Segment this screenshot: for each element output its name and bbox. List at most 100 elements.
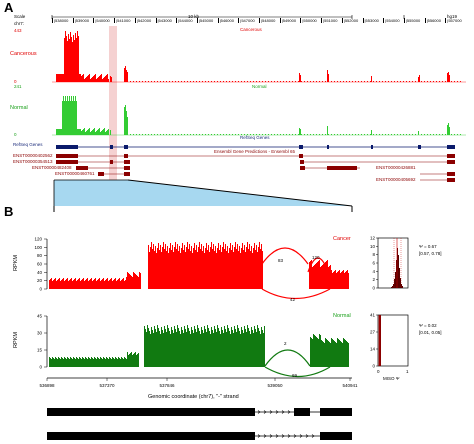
- histogram-bar: [402, 286, 403, 288]
- coverage-bar: [112, 357, 113, 367]
- histogram-bar: [396, 260, 397, 288]
- coverage-bar: [191, 327, 192, 367]
- coverage-bar: [316, 263, 317, 289]
- coverage-bar: [334, 271, 335, 289]
- sashimi-x-axis: 536898 537370 537846 539050 540941: [39, 378, 358, 388]
- coverage-bar: [180, 253, 181, 289]
- coverage-bar: [188, 328, 189, 367]
- coverage-bar: [145, 329, 146, 367]
- coverage-bar: [228, 328, 229, 367]
- coverage-bar: [51, 278, 52, 289]
- histogram-bar: [393, 284, 394, 288]
- coverage-bar: [332, 273, 333, 289]
- coverage-bar: [228, 253, 229, 289]
- histogram-bar: [401, 284, 402, 288]
- coverage-bar: [326, 261, 327, 289]
- coverage-bar: [49, 280, 50, 289]
- highlight-band: [109, 26, 117, 186]
- miso-y-tick: 14: [370, 347, 376, 352]
- strand-arrow: [263, 434, 267, 438]
- coverage-bar: [116, 281, 117, 289]
- histogram-bar: [394, 279, 395, 288]
- coordinate-ruler: |538000 |539000 |540000 |541000 |542000 |5430…: [52, 18, 466, 25]
- coverage-bar: [84, 359, 85, 367]
- y-tick-label: 20: [37, 278, 43, 283]
- coverage-bar: [180, 334, 181, 367]
- coverage-bar: [318, 339, 319, 367]
- cancer-series-label: Cancer: [333, 236, 351, 242]
- coverage-bar: [247, 325, 248, 367]
- miso-y-tick: 0: [372, 364, 375, 369]
- coverage-bar: [311, 338, 312, 367]
- coverage-bar: [239, 331, 240, 367]
- coverage-bar: [332, 339, 333, 367]
- coverage-bar: [155, 246, 156, 289]
- coverage-bar: [144, 326, 145, 367]
- miso-y-tick: 12: [370, 236, 376, 241]
- coverage-bar: [177, 244, 178, 289]
- coverage-bar: [253, 248, 254, 289]
- coverage-bar: [79, 357, 80, 367]
- coverage-bar: [157, 325, 158, 367]
- coverage-bar: [323, 342, 324, 367]
- coverage-bar: [246, 332, 247, 367]
- coverage-bar: [262, 330, 263, 367]
- histogram-bar: [400, 278, 401, 288]
- coverage-bar: [76, 357, 77, 367]
- coverage-bar: [55, 278, 56, 289]
- coverage-bar: [238, 328, 239, 367]
- coverage-bar: [58, 357, 59, 367]
- coverage-bar: [108, 281, 109, 289]
- coverage-bar: [202, 330, 203, 367]
- coverage-bar: [79, 278, 80, 289]
- coverage-bar: [329, 266, 330, 289]
- coverage-bar: [106, 357, 107, 367]
- coverage-bar: [134, 353, 135, 367]
- cancerous-track-label: Cancerous: [10, 51, 37, 57]
- coverage-bar: [69, 359, 70, 367]
- coverage-bar: [250, 334, 251, 367]
- coverage-bar: [313, 334, 314, 367]
- coverage-bar: [338, 271, 339, 289]
- coverage-bar: [200, 334, 201, 367]
- panel-b-label: B: [4, 204, 14, 219]
- coverage-bar: [247, 242, 248, 289]
- coverage-bar: [207, 250, 208, 289]
- coverage-bar: [193, 248, 194, 289]
- coverage-bar: [73, 357, 74, 367]
- coverage-bar: [109, 357, 110, 367]
- strand-arrow: [305, 434, 309, 438]
- coverage-bar: [198, 247, 199, 289]
- coverage-bar: [139, 272, 140, 289]
- coverage-bar: [236, 249, 237, 289]
- coverage-bar: [86, 279, 87, 289]
- coverage-bar: [159, 331, 160, 367]
- coverage-bar: [237, 244, 238, 289]
- strand-arrow: [275, 410, 279, 414]
- coverage-bar: [345, 272, 346, 289]
- y-tick-label: 40: [37, 270, 43, 275]
- strand-arrow: [287, 434, 291, 438]
- coverage-bar: [343, 338, 344, 367]
- coverage-bar: [227, 325, 228, 367]
- coverage-bar: [101, 358, 102, 367]
- coverage-bar: [138, 277, 139, 289]
- junction-count: 120: [312, 255, 320, 260]
- coverage-bar: [339, 340, 340, 367]
- strand-arrow: [281, 410, 285, 414]
- coverage-bar: [170, 243, 171, 289]
- coverage-bar: [132, 277, 133, 289]
- coverage-bar: [346, 271, 347, 289]
- coverage-bar: [166, 251, 167, 289]
- coverage-bar: [64, 281, 65, 289]
- coverage-bar: [318, 261, 319, 289]
- coordinate-tick: |549000: [279, 18, 297, 23]
- coverage-bar: [224, 326, 225, 367]
- coverage-bar: [164, 249, 165, 289]
- coverage-bar: [169, 331, 170, 367]
- coverage-bar: [52, 357, 53, 367]
- coverage-bar: [329, 342, 330, 367]
- coverage-bar: [110, 358, 111, 367]
- coverage-bar: [103, 357, 104, 367]
- coverage-bar: [152, 249, 153, 289]
